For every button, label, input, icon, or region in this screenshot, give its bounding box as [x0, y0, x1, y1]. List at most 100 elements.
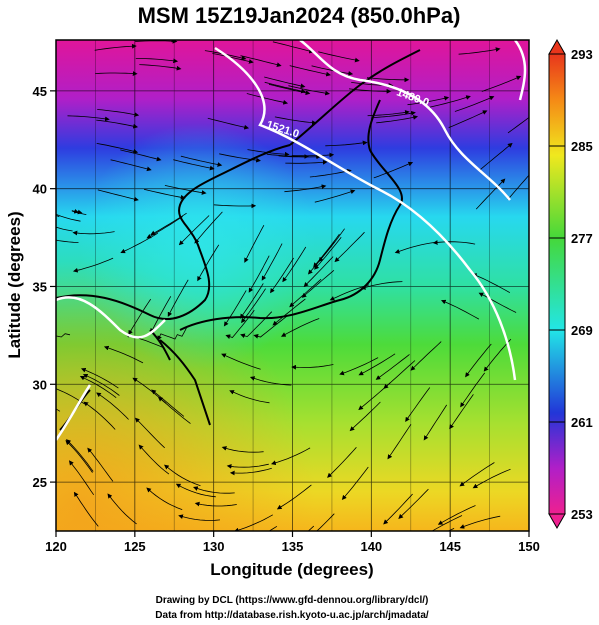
- streamline: [240, 55, 282, 67]
- streamline: [249, 376, 292, 386]
- streamline: [318, 228, 345, 263]
- streamline: [478, 292, 517, 313]
- y-tick-label: 45: [33, 84, 47, 99]
- streamline: [459, 462, 495, 487]
- streamline: [173, 159, 215, 171]
- streamline: [65, 440, 93, 473]
- streamline: [120, 232, 159, 254]
- streamline: [157, 327, 188, 341]
- x-tick-label: 140: [360, 539, 382, 554]
- streamline: [120, 149, 162, 162]
- colorbar-tick-label: 253: [571, 507, 593, 522]
- streamline: [432, 240, 476, 245]
- colorbar-tick-label: 293: [571, 47, 593, 62]
- streamline: [268, 525, 278, 531]
- streamline: [405, 387, 431, 422]
- streamline: [316, 513, 335, 531]
- streamline: [80, 367, 119, 389]
- streamline: [334, 231, 365, 263]
- colorbar-scale: [548, 53, 566, 515]
- streamline: [375, 354, 410, 380]
- x-axis-label: Longitude (degrees): [210, 560, 373, 579]
- streamline: [67, 115, 110, 122]
- streamline: [301, 269, 335, 298]
- streamline: [288, 85, 330, 96]
- streamline: [366, 77, 410, 83]
- streamline: [248, 255, 270, 293]
- streamline: [56, 333, 71, 338]
- streamline: [289, 278, 322, 308]
- streamline: [481, 75, 522, 92]
- streamline: [341, 466, 369, 501]
- streamline: [264, 76, 306, 89]
- streamline: [303, 256, 334, 288]
- footer-credit-drawing: Drawing by DCL (https://www.gfd-dennou.o…: [156, 595, 429, 606]
- streamline: [56, 408, 61, 412]
- streamline: [94, 43, 137, 51]
- x-tick-label: 120: [45, 539, 67, 554]
- streamline: [194, 211, 223, 244]
- streamline: [56, 226, 73, 232]
- streamline: [270, 447, 311, 466]
- streamline: [164, 185, 207, 195]
- streamline: [376, 115, 419, 124]
- streamline: [73, 491, 99, 527]
- footer-credit-data: Data from http://database.rish.kyoto-u.a…: [155, 610, 429, 621]
- streamline: [197, 244, 220, 282]
- y-tick-label: 35: [33, 279, 47, 294]
- streamline: [458, 47, 501, 55]
- streamline: [72, 230, 115, 236]
- streamline: [167, 279, 189, 317]
- streamline: [475, 178, 506, 210]
- streamline: [423, 404, 448, 441]
- x-tick-label: 125: [124, 539, 146, 554]
- colorbar-top-arrow: [548, 38, 566, 55]
- streamline: [75, 209, 83, 215]
- wind-streamlines: [56, 40, 529, 531]
- streamline: [97, 189, 139, 202]
- streamline: [240, 311, 273, 339]
- streamline: [226, 463, 269, 469]
- x-tick-label: 150: [518, 539, 540, 554]
- chart-title: MSM 15Z19Jan2024 (850.0hPa): [138, 3, 461, 28]
- streamline: [291, 364, 334, 370]
- height-contours: [56, 40, 527, 441]
- streamline: [96, 392, 129, 420]
- colorbar-tick-label: 269: [571, 323, 593, 338]
- streamline: [261, 243, 283, 281]
- streamline: [349, 401, 381, 432]
- streamline: [164, 464, 201, 487]
- streamline: [178, 215, 210, 246]
- coastlines: [56, 49, 421, 431]
- streamline: [72, 257, 114, 273]
- streamline: [314, 189, 356, 203]
- streamline: [483, 338, 512, 372]
- streamline: [134, 417, 165, 449]
- streamline: [459, 515, 501, 529]
- streamline: [507, 174, 529, 200]
- streamline: [178, 514, 221, 521]
- streamline: [472, 468, 511, 489]
- streamline: [274, 116, 317, 126]
- x-tick-label: 145: [439, 539, 461, 554]
- streamline: [360, 281, 403, 290]
- streamline: [373, 161, 414, 179]
- streamline: [280, 318, 320, 337]
- colorbar-bottom-arrow: [548, 513, 566, 530]
- streamline: [291, 152, 335, 158]
- streamline: [239, 283, 264, 319]
- streamline: [150, 296, 172, 334]
- streamline: [460, 372, 486, 408]
- streamline: [339, 357, 379, 376]
- streamline: [175, 483, 216, 498]
- streamline: [282, 246, 307, 283]
- streamline: [135, 58, 179, 64]
- x-axis-ticks: 120 125 130 135 140 145 150: [45, 531, 540, 554]
- streamline: [144, 188, 186, 200]
- streamline: [276, 484, 312, 510]
- streamline: [358, 353, 396, 376]
- streamline: [151, 389, 185, 417]
- temperature-field: 1480.0 1521.0: [56, 40, 529, 531]
- streamline: [440, 299, 480, 320]
